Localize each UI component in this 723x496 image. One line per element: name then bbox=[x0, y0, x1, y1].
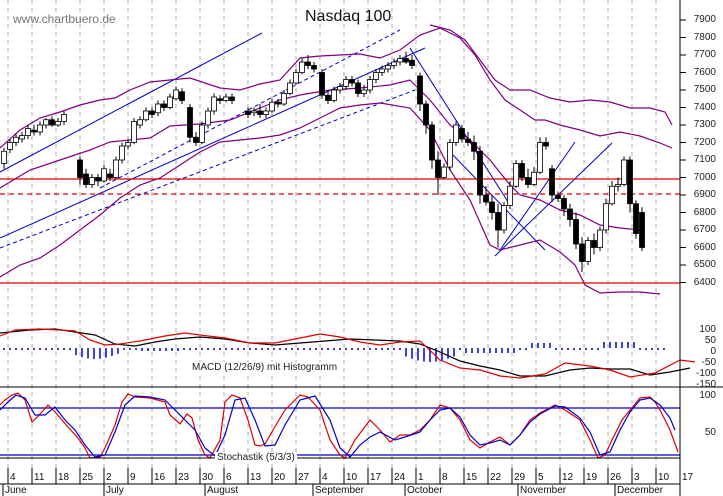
date-label: 2 bbox=[106, 472, 112, 483]
date-label: 27 bbox=[298, 472, 310, 483]
price-tick-label: 6700 bbox=[693, 224, 716, 235]
stoch-d-line bbox=[0, 394, 676, 458]
price-tick-label: 7700 bbox=[693, 49, 716, 60]
date-label: 19 bbox=[586, 472, 598, 483]
bollinger-bands bbox=[0, 24, 673, 295]
date-label: 6 bbox=[226, 472, 232, 483]
price-tick-label: 7900 bbox=[693, 14, 716, 25]
date-label: 9 bbox=[130, 472, 136, 483]
month-label: June bbox=[5, 485, 27, 496]
month-label: September bbox=[315, 485, 364, 496]
date-label: 4 bbox=[10, 472, 16, 483]
macd-tick-label: -150 bbox=[695, 379, 716, 390]
stoch-tick-label: 100 bbox=[699, 390, 716, 401]
macd-panel bbox=[0, 328, 696, 379]
candlesticks bbox=[1, 51, 645, 272]
date-label: 8 bbox=[442, 472, 448, 483]
macd-tick-label: 0 bbox=[710, 346, 716, 357]
month-label: July bbox=[106, 485, 124, 496]
chart-title: Nasdaq 100 bbox=[305, 8, 392, 25]
date-label: 18 bbox=[58, 472, 70, 483]
stoch-tick-label: 50 bbox=[704, 427, 716, 438]
macd-tick-label: 50 bbox=[704, 335, 716, 346]
date-label: 29 bbox=[514, 472, 526, 483]
trend-channels bbox=[0, 29, 613, 257]
date-label: 17 bbox=[682, 472, 694, 483]
stochastic-panel bbox=[0, 392, 679, 459]
date-label: 23 bbox=[178, 472, 190, 483]
date-label: 17 bbox=[370, 472, 382, 483]
price-tick-label: 6500 bbox=[693, 259, 716, 270]
watermark: www.chartbuero.de bbox=[13, 12, 116, 26]
date-label: 11 bbox=[34, 472, 45, 483]
price-tick-label: 6800 bbox=[693, 206, 716, 218]
price-tick-label: 7800 bbox=[693, 31, 716, 43]
date-label: 25 bbox=[82, 472, 94, 483]
date-label: 24 bbox=[394, 472, 406, 483]
month-label: October bbox=[407, 485, 443, 496]
macd-tick-label: -50 bbox=[701, 357, 716, 368]
date-label: 4 bbox=[322, 472, 328, 483]
vertical-gridlines bbox=[7, 0, 657, 484]
date-label: 1 bbox=[418, 472, 424, 483]
month-label: August bbox=[207, 485, 239, 496]
price-tick-label: 7300 bbox=[693, 119, 716, 130]
date-label: 12 bbox=[562, 472, 574, 483]
macd-label: MACD (12/26/9) mit Histogramm bbox=[190, 362, 340, 373]
price-tick-label: 6400 bbox=[693, 276, 716, 288]
date-label: 20 bbox=[274, 472, 286, 483]
month-label: December bbox=[617, 485, 664, 496]
date-label: 15 bbox=[466, 472, 478, 483]
price-tick-label: 6900 bbox=[693, 189, 716, 200]
stochastic-label: Stochastik (5/3/3) bbox=[215, 452, 297, 463]
macd-tick-label: 100 bbox=[699, 324, 716, 335]
date-label: 3 bbox=[634, 472, 640, 483]
price-tick-label: 7600 bbox=[693, 66, 716, 78]
price-tick-label: 7200 bbox=[693, 136, 716, 148]
price-tick-label: 7400 bbox=[693, 101, 716, 113]
date-label: 5 bbox=[538, 472, 544, 483]
price-tick-label: 6600 bbox=[693, 241, 716, 253]
price-tick-label: 7100 bbox=[693, 154, 716, 165]
date-label: 22 bbox=[490, 472, 502, 483]
date-label: 30 bbox=[202, 472, 214, 483]
date-label: 10 bbox=[658, 472, 670, 483]
macd-tick-label: -100 bbox=[695, 368, 716, 379]
date-label: 16 bbox=[154, 472, 166, 483]
date-label: 10 bbox=[346, 472, 358, 483]
date-label: 13 bbox=[250, 472, 262, 483]
price-tick-label: 7500 bbox=[693, 84, 716, 95]
macd-signal-line bbox=[0, 328, 696, 379]
price-tick-label: 7000 bbox=[693, 171, 716, 183]
stoch-k-line bbox=[0, 392, 679, 459]
date-label: 26 bbox=[610, 472, 622, 483]
price-panel bbox=[0, 24, 680, 295]
month-label: November bbox=[520, 485, 567, 496]
